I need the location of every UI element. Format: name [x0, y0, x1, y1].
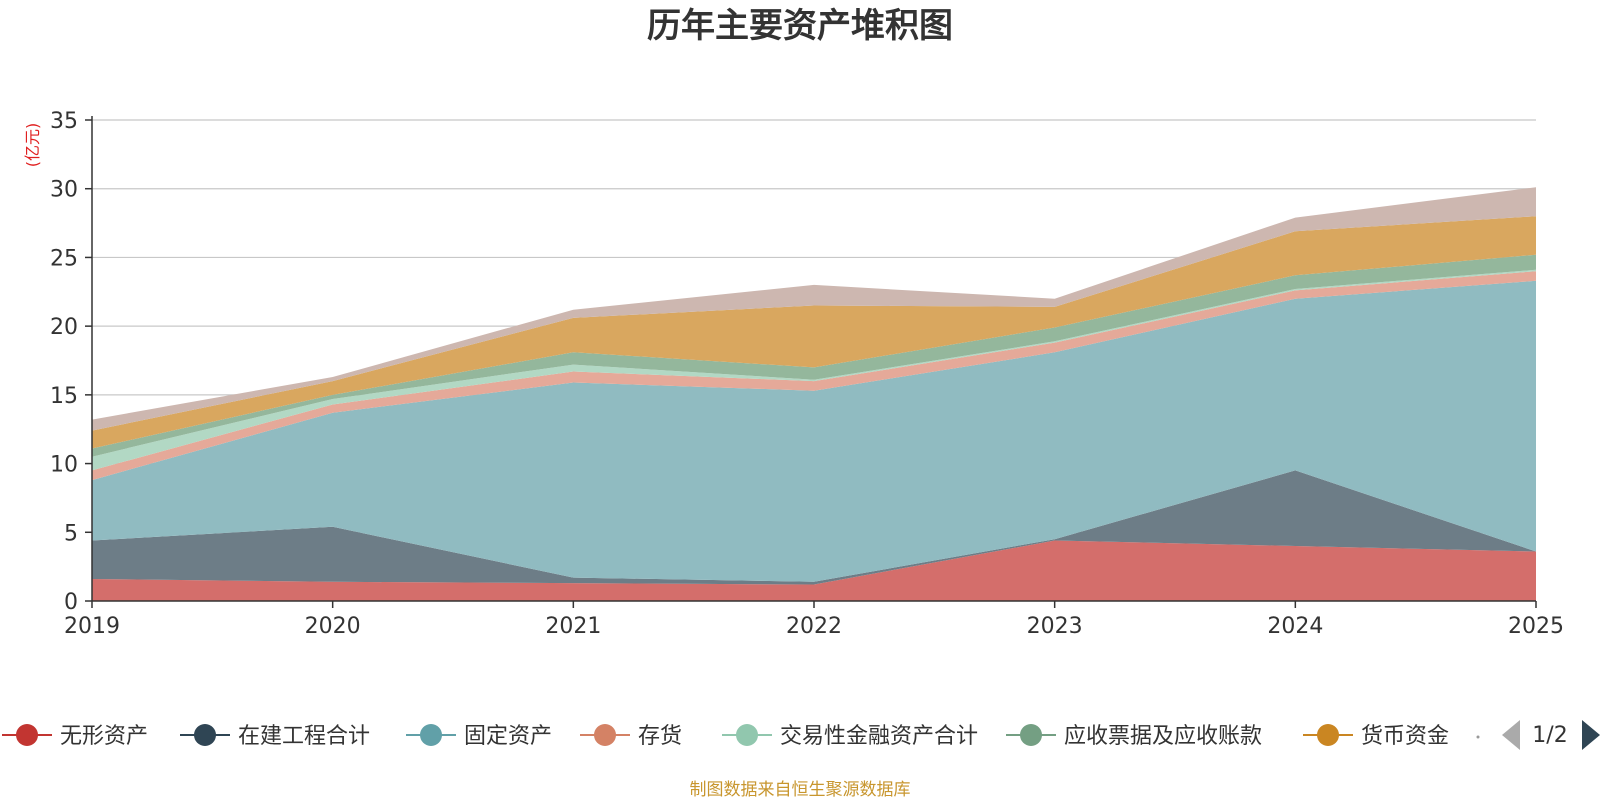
area-货币资金[interactable]	[92, 216, 1536, 449]
area-无形资产[interactable]	[92, 540, 1536, 602]
y-tick-label: 20	[50, 315, 78, 340]
legend-label: 在建工程合计	[238, 724, 370, 749]
legend-item[interactable]: 应收票据及应收账款	[1006, 724, 1262, 749]
legend-label: 应收票据及应收账款	[1064, 724, 1262, 749]
y-tick-label: 25	[50, 246, 78, 271]
chart-title: 历年主要资产堆积图	[647, 6, 953, 46]
x-tick-label: 2023	[1027, 614, 1083, 639]
y-tick-label: 5	[64, 521, 78, 546]
legend-dot-icon	[1317, 724, 1339, 746]
legend-pager: 1/2	[1502, 720, 1600, 750]
area-存货[interactable]	[92, 271, 1536, 481]
legend-item[interactable]: 在建工程合计	[180, 724, 370, 749]
x-tick-label: 2021	[545, 614, 601, 639]
y-tick-label: 10	[50, 453, 78, 478]
legend-label: 固定资产	[464, 724, 552, 749]
legend-label: 交易性金融资产合计	[780, 724, 978, 749]
area-其他[interactable]	[92, 187, 1536, 431]
legend-label: 存货	[638, 724, 682, 749]
area-series	[92, 187, 1536, 601]
legend-dot-icon	[16, 724, 38, 746]
y-tick-label: 0	[64, 590, 78, 615]
legend-overflow-dot	[1476, 735, 1480, 739]
x-tick-label: 2025	[1508, 614, 1564, 639]
legend-label: 无形资产	[60, 724, 148, 749]
y-tick-label: 30	[50, 178, 78, 203]
legend-dot-icon	[194, 724, 216, 746]
legend-dot-icon	[736, 724, 758, 746]
legend-dot-icon	[420, 724, 442, 746]
area-应收票据及应收账款[interactable]	[92, 254, 1536, 457]
legend-item[interactable]: 无形资产	[2, 724, 148, 749]
data-source-note: 制图数据来自恒生聚源数据库	[690, 780, 911, 800]
legend-page-indicator: 1/2	[1532, 723, 1567, 748]
legend-item[interactable]: 存货	[580, 724, 682, 749]
legend-item[interactable]: 货币资金	[1303, 724, 1449, 749]
legend-prev-arrow-icon[interactable]	[1502, 720, 1520, 750]
legend-item[interactable]: 交易性金融资产合计	[722, 724, 978, 749]
x-tick-label: 2022	[786, 614, 842, 639]
legend-dot-icon	[1020, 724, 1042, 746]
x-tick-label: 2024	[1267, 614, 1323, 639]
legend-item[interactable]: 固定资产	[406, 724, 552, 749]
legend-label: 货币资金	[1361, 724, 1449, 749]
area-固定资产[interactable]	[92, 280, 1536, 582]
legend-next-arrow-icon[interactable]	[1582, 720, 1600, 750]
x-tick-label: 2020	[305, 614, 361, 639]
area-在建工程合计[interactable]	[92, 470, 1536, 585]
y-tick-label: 35	[50, 109, 78, 134]
legend: 无形资产 在建工程合计 固定资产 存货 交易性金融资产合计 应收票据及应收账款 货币资金	[2, 724, 1480, 749]
y-axis-unit: (亿元)	[23, 123, 42, 168]
legend-dot-icon	[594, 724, 616, 746]
x-tick-label: 2019	[64, 614, 120, 639]
y-tick-label: 15	[50, 384, 78, 409]
